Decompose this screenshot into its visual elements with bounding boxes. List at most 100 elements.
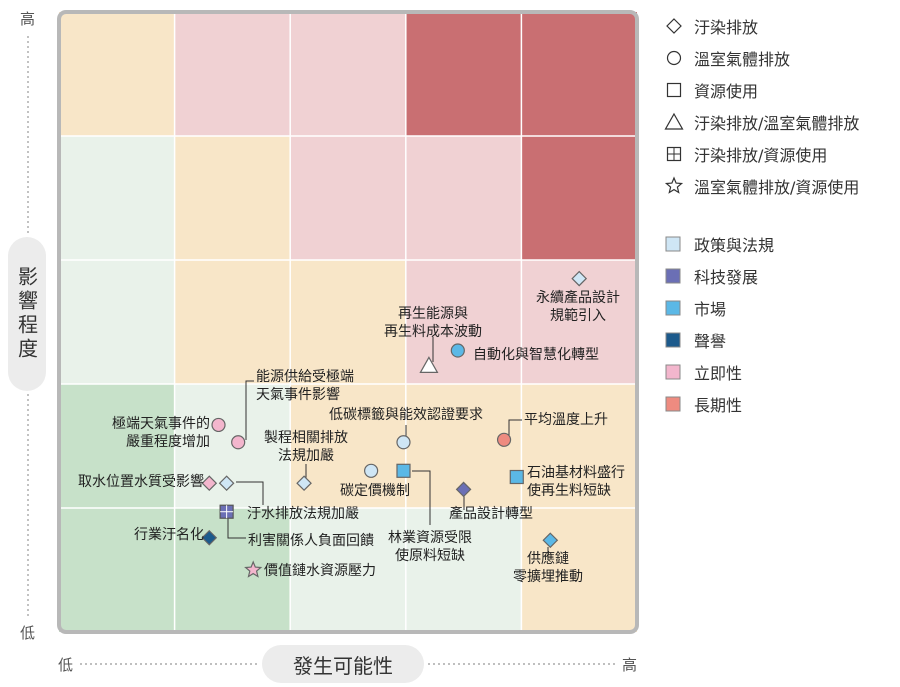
matrix-cell-r4-c5: [521, 384, 637, 508]
legend-item-color-2-text: 科技發展: [694, 268, 759, 287]
leader-line-16: [227, 516, 246, 539]
legend-color-swatch-icon: [665, 236, 681, 252]
matrix-gridlines: [59, 12, 637, 632]
matrix-cell-r3-c1: [59, 260, 175, 384]
y-axis-low-label: 低: [20, 624, 36, 642]
matrix-cell-r1-c1: [59, 12, 175, 136]
point-label-line: 製程相關排放: [264, 430, 348, 446]
legend-item-color-4-text: 聲譽: [694, 332, 727, 351]
legend-shape-circle-icon: [666, 50, 682, 66]
point-marker-17: [201, 529, 218, 546]
point-label-line: 再生能源與: [398, 306, 468, 322]
matrix-frame: [57, 10, 639, 634]
point-marker-7: [396, 435, 411, 450]
point-label-line: 零擴埋推動: [513, 568, 583, 585]
legend-item-shape-1: 汙染排放: [664, 14, 758, 38]
point-label-line: 自動化與智慧化轉型: [473, 347, 599, 363]
point-label-line: 石油基材料盛行: [527, 464, 625, 481]
matrix-cell-r3-c4: [405, 260, 522, 384]
legend-item-color-5: 立即性: [664, 360, 742, 384]
point-marker-5: [211, 417, 226, 433]
point-label-line: 使原料短缺: [395, 547, 465, 564]
point-marker-3: [450, 343, 465, 358]
legend-color-swatch-icon: [665, 332, 681, 348]
point-label-9: 取水位置水質受影響: [78, 473, 204, 490]
point-marker-4: [231, 435, 246, 450]
legend-item-shape-4-swatch: [664, 112, 684, 130]
point-label-line: 規範引入: [550, 307, 606, 324]
point-label-line: 極端天氣事件的: [112, 416, 210, 432]
point-marker-6: [296, 475, 312, 492]
label-leader-lines: [227, 337, 549, 556]
legend-item-color-5-swatch: [665, 364, 681, 380]
point-label-line: 產品設計轉型: [449, 505, 533, 522]
point-marker-2: [419, 356, 439, 373]
legend-item-shape-6: 溫室氣體排放/資源使用: [664, 174, 859, 198]
leader-line-12: [412, 470, 431, 525]
point-label-line: 使再生料短缺: [527, 482, 611, 499]
legend-item-color-1-swatch: [665, 236, 681, 252]
legend-item-color-5-text: 立即性: [694, 364, 743, 383]
point-label-13: 產品設計轉型: [449, 505, 533, 522]
legend-item-shape-3: 資源使用: [664, 78, 758, 102]
point-label-line: 汙水排放法規加嚴: [247, 506, 359, 522]
legend-item-color-4-swatch: [665, 332, 681, 348]
legend-color-swatch-icon: [665, 268, 681, 284]
legend-item-shape-2-text: 溫室氣體排放: [694, 50, 791, 69]
point-marker-8: [496, 432, 512, 447]
matrix-cell-r4-c3: [290, 384, 406, 508]
point-label-1: 永續產品設計規範引入: [536, 289, 620, 324]
matrix-cell-r5-c5: [521, 508, 637, 632]
point-marker-14: [509, 469, 524, 485]
y-axis-title-text: 影響程度: [14, 266, 39, 362]
matrix-cell-r1-c2: [174, 12, 291, 136]
point-label-3: 自動化與智慧化轉型: [473, 347, 599, 363]
legend-item-shape-1-swatch: [666, 18, 682, 34]
legend-item-shape-2-swatch: [666, 50, 682, 66]
matrix-cell-r2-c1: [59, 136, 175, 260]
point-label-line: 永續產品設計: [536, 289, 620, 306]
point-label-line: 供應鏈: [527, 550, 569, 567]
matrix-cell-r2-c5: [521, 136, 637, 260]
point-label-12: 林業資源受限使原料短缺: [388, 530, 472, 564]
matrix-cell-r1-c4: [405, 12, 522, 136]
point-label-18: 供應鏈零擴埋推動: [513, 550, 583, 585]
matrix-cell-r5-c1: [59, 508, 175, 632]
point-marker-19: [244, 560, 263, 578]
matrix-cell-r5-c3: [290, 508, 406, 632]
legend-shape-triangle-icon: [664, 112, 684, 130]
point-label-11: 碳定價機制: [340, 482, 410, 499]
point-markers: [201, 270, 588, 578]
x-axis-title: 發生可能性: [262, 645, 424, 683]
leader-line-8: [508, 419, 522, 437]
legend-color-swatch-icon: [665, 300, 681, 316]
point-label-8: 平均溫度上升: [524, 412, 608, 428]
point-marker-13: [455, 481, 472, 498]
point-label-5: 極端天氣事件的嚴重程度增加: [112, 416, 210, 450]
legend-item-shape-3-swatch: [666, 82, 682, 98]
matrix-cell-r5-c4: [405, 508, 522, 632]
point-label-line: 天氣事件影響: [256, 386, 340, 403]
point-label-line: 嚴重程度增加: [126, 434, 210, 450]
point-marker-1: [571, 270, 588, 287]
legend-item-shape-3-text: 資源使用: [694, 82, 759, 101]
point-label-line: 平均溫度上升: [524, 412, 608, 428]
legend-color-swatch-icon: [665, 364, 681, 380]
matrix-cell-r2-c4: [405, 136, 522, 260]
legend-item-color-2-swatch: [665, 268, 681, 284]
legend-shape-diamond-icon: [666, 18, 682, 34]
point-label-line: 利害關係人負面回饋: [248, 532, 374, 549]
legend-item-shape-6-swatch: [664, 176, 684, 194]
matrix-cell-r2-c3: [290, 136, 406, 260]
matrix-cell-r4-c1: [59, 384, 175, 508]
point-label-line: 再生料成本波動: [384, 324, 482, 340]
matrix-cell-r1-c3: [290, 12, 406, 136]
legend-item-color-4: 聲譽: [664, 328, 726, 352]
legend-item-color-6-swatch: [665, 396, 681, 412]
point-marker-15: [219, 504, 234, 519]
legend-item-shape-1-text: 汙染排放: [694, 18, 759, 37]
legend-item-shape-2: 溫室氣體排放: [664, 46, 790, 70]
legend-item-color-1: 政策與法規: [664, 232, 774, 256]
legend-item-color-2: 科技發展: [664, 264, 758, 288]
point-label-2: 再生能源與再生料成本波動: [384, 306, 482, 340]
